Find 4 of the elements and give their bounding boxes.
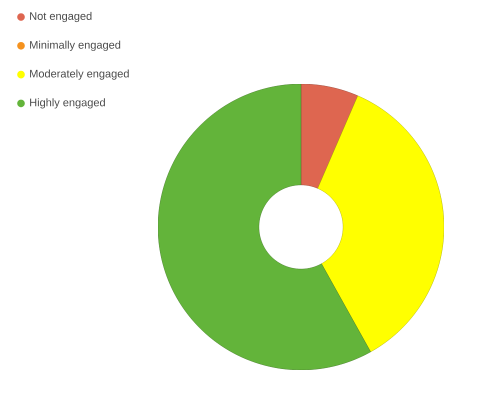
legend-label: Highly engaged (30, 98, 105, 109)
legend-label: Not engaged (30, 12, 92, 22)
legend-label: Moderately engaged (30, 69, 129, 80)
legend-label: Minimally engaged (30, 40, 120, 51)
